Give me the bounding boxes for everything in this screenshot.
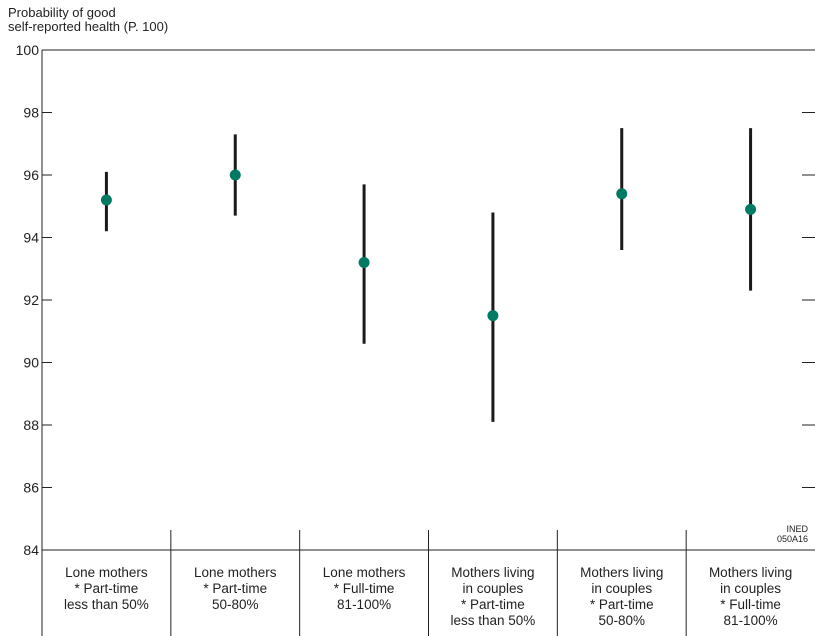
y-tick-label: 94 <box>23 230 39 246</box>
y-tick-label: 100 <box>16 42 40 58</box>
data-point <box>229 169 241 181</box>
y-tick-label: 88 <box>23 417 39 433</box>
data-point <box>616 188 628 200</box>
x-tick-label-line: * Part-time <box>75 581 139 596</box>
y-tick-label: 90 <box>23 355 39 371</box>
y-axis-label-line: Probability of good <box>8 5 116 20</box>
x-tick-label-line: 81-100% <box>337 597 391 612</box>
y-axis-label-line: self-reported health (P. 100) <box>8 19 168 34</box>
x-tick-label: Lone mothers * Full-time 81-100% <box>323 565 406 612</box>
x-tick-label-line: in couples <box>720 581 781 596</box>
x-tick-label-line: * Full-time <box>720 597 781 612</box>
x-tick-label-line: Mothers living <box>580 565 663 580</box>
y-tick-label: 92 <box>23 292 39 308</box>
x-tick-label-line: * Part-time <box>590 597 654 612</box>
x-tick-label: Lone mothers * Part-time 50-80% <box>194 565 277 612</box>
x-tick-label-line: 50-80% <box>212 597 259 612</box>
x-tick-label-line: 81-100% <box>724 613 778 628</box>
x-tick-label-line: less than 50% <box>64 597 149 612</box>
y-tick-label: 98 <box>23 105 39 121</box>
x-tick-label: Mothers living in couples * Full-time 81-10… <box>709 565 792 628</box>
x-tick-label-line: in couples <box>591 581 652 596</box>
plot-frame <box>41 49 815 551</box>
data-point <box>745 203 757 215</box>
x-tick-label-line: less than 50% <box>451 613 536 628</box>
x-tick-label-line: Mothers living <box>709 565 792 580</box>
x-tick-label-line: 50-80% <box>598 613 645 628</box>
x-tick-label-line: Lone mothers <box>65 565 148 580</box>
y-tick-label: 86 <box>23 480 39 496</box>
x-tick-label-line: * Part-time <box>203 581 267 596</box>
stamp-line: INED <box>786 524 808 534</box>
x-tick-label: Mothers living in couples * Part-time 50-80… <box>580 565 663 628</box>
stamp-line: 050A16 <box>777 534 808 544</box>
x-tick-label: Mothers living in couples * Part-time less … <box>451 565 536 628</box>
x-tick-label-line: Lone mothers <box>323 565 406 580</box>
data-point <box>487 310 499 322</box>
data-point <box>358 257 370 268</box>
series <box>100 128 757 422</box>
y-tick-label: 96 <box>23 167 39 183</box>
x-tick-label-line: Lone mothers <box>194 565 277 580</box>
x-tick-label-line: * Part-time <box>461 597 525 612</box>
x-tick-label-line: * Full-time <box>334 581 395 596</box>
data-point <box>100 194 112 206</box>
category-labels: Lone mothers * Part-time less than 50%Lone… <box>41 530 792 636</box>
y-axis-ticks: 84 86 88 90 92 94 96 98 100 <box>16 42 815 558</box>
x-tick-label: Lone mothers * Part-time less than 50% <box>64 565 149 612</box>
x-tick-label-line: in couples <box>463 581 524 596</box>
y-tick-label: 84 <box>23 542 39 558</box>
x-tick-label-line: Mothers living <box>451 565 534 580</box>
